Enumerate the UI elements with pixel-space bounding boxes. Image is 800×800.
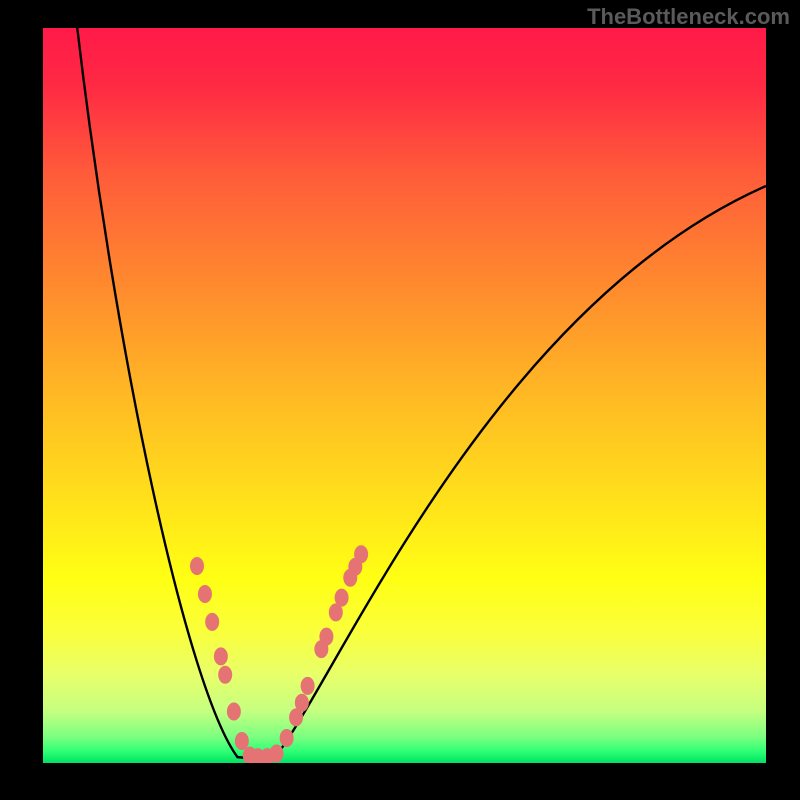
- curve-marker: [270, 744, 284, 762]
- curve-marker: [198, 585, 212, 603]
- curve-marker: [280, 729, 294, 747]
- curve-marker: [335, 589, 349, 607]
- curve-layer: [0, 0, 800, 800]
- watermark-text: TheBottleneck.com: [587, 4, 790, 30]
- curve-marker: [205, 613, 219, 631]
- curve-marker: [354, 545, 368, 563]
- curve-marker: [295, 694, 309, 712]
- curve-marker: [301, 677, 315, 695]
- curve-marker: [319, 628, 333, 646]
- curve-marker: [235, 732, 249, 750]
- curve-marker: [190, 557, 204, 575]
- chart-container: TheBottleneck.com: [0, 0, 800, 800]
- curve-marker: [218, 666, 232, 684]
- curve-marker: [214, 647, 228, 665]
- curve-marker: [227, 703, 241, 721]
- bottleneck-curve: [76, 13, 766, 758]
